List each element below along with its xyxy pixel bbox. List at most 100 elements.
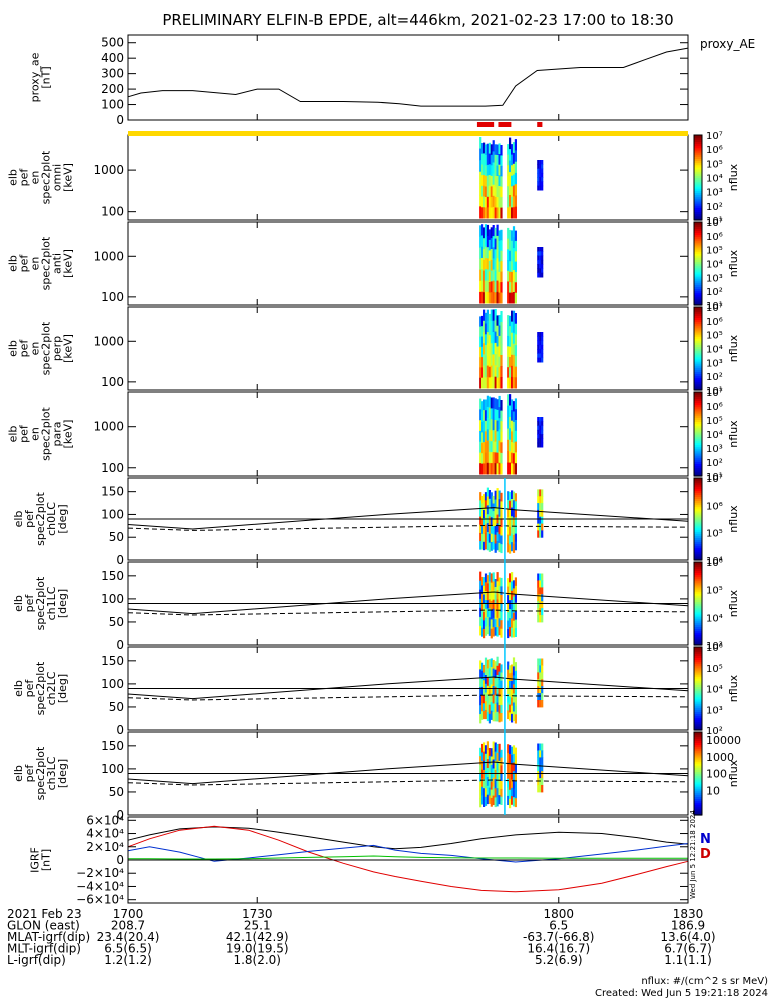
spectrogram-cell: [509, 712, 512, 721]
colorbar-cell: [694, 288, 702, 292]
ytick-label: 0: [116, 113, 124, 127]
spectrogram-cell: [509, 696, 512, 705]
spectrogram-cell: [492, 408, 495, 420]
spectrogram-cell: [511, 399, 514, 411]
spectrogram-cell: [479, 463, 482, 475]
spectrogram-cell: [481, 695, 484, 704]
spectrogram-cell: [512, 321, 516, 334]
spectrogram-cell: [496, 523, 499, 533]
colorbar-cell: [694, 215, 702, 219]
colorbar-cell: [694, 701, 702, 704]
spectrogram-cell: [514, 772, 517, 782]
spectrogram-cell: [498, 407, 501, 419]
colorbar-cell: [694, 329, 702, 333]
spectrogram-cell: [500, 240, 503, 252]
colorbar-cell: [694, 334, 702, 337]
colorbar-cell: [694, 205, 702, 208]
spectrogram-cell: [484, 779, 488, 789]
spectrogram-cell: [541, 615, 544, 623]
spectrogram-cell: [488, 292, 491, 304]
spectrogram-cell: [481, 743, 484, 753]
spectrogram-cell: [509, 250, 512, 262]
spectrogram-cell: [492, 397, 495, 409]
spectrogram-cell: [500, 431, 503, 443]
colorbar-tick: 10³: [706, 705, 723, 716]
spectrogram-cell: [500, 796, 503, 805]
colorbar-cell: [694, 500, 702, 504]
spectrogram-cell: [500, 518, 503, 528]
colorbar-cell: [694, 336, 702, 339]
spectrogram-cell: [507, 325, 510, 337]
spectrogram-cell: [481, 453, 484, 465]
colorbar-cell: [694, 300, 702, 304]
spectrogram-cell: [539, 336, 542, 342]
colorbar-cell: [694, 696, 702, 700]
colorbar-cell: [694, 209, 702, 213]
colorbar-cell: [694, 508, 702, 512]
spectrogram-cell: [498, 395, 501, 408]
x-axis-row-value: 16.4(16.7): [527, 942, 590, 956]
spectrogram-cell: [498, 696, 501, 706]
spectrogram-cell: [490, 797, 493, 807]
spectrogram-cell: [498, 705, 501, 714]
colorbar-cell: [694, 402, 702, 406]
colorbar-tick: 10¹: [706, 216, 723, 227]
spectrogram-cell: [483, 281, 486, 293]
spectrogram-cell: [488, 345, 491, 357]
colorbar-cell: [694, 267, 702, 271]
spectrogram-cell: [496, 235, 499, 248]
spectrogram-cell: [494, 669, 497, 679]
spectrogram-cell: [537, 268, 540, 274]
proxy-ae-line: [127, 47, 689, 107]
panel-frame: [127, 561, 689, 646]
spectrogram-cell: [486, 677, 489, 687]
colorbar-cell: [694, 340, 702, 343]
spectrogram-cell: [514, 230, 517, 242]
spectrogram-cell: [492, 332, 495, 344]
colorbar-tick: 10⁵: [706, 529, 723, 540]
spectrogram-cell: [490, 175, 493, 187]
spectrogram-cell: [498, 346, 501, 358]
spectrogram-cell: [494, 627, 497, 636]
spectrogram-cell: [498, 315, 501, 326]
spectrogram-cell: [490, 764, 493, 774]
spectrogram-cell: [507, 405, 510, 418]
ytick-label: 4×10⁴: [86, 827, 124, 841]
spectrogram-cell: [490, 492, 493, 502]
colorbar-cell: [694, 253, 702, 256]
spectrogram-cell: [483, 270, 486, 282]
spectrogram-cell: [484, 709, 488, 720]
spectrogram-cell: [484, 452, 488, 464]
spectrogram-cell: [483, 797, 486, 807]
ylabel-line: en: [29, 171, 42, 185]
panel-ch3LC: elbpefspec2plotch3LC[deg]050100150101001…: [12, 731, 741, 822]
spectrogram-cell: [484, 431, 488, 443]
spectrogram-cell: [492, 365, 495, 378]
colorbar-cell: [694, 448, 702, 452]
spectrogram-cell: [537, 573, 540, 581]
spectrogram-cell: [484, 312, 488, 324]
spectrogram-cell: [496, 409, 499, 422]
spectrogram-cell: [541, 679, 544, 687]
spectrogram-cell: [537, 349, 540, 354]
spectrogram-cell: [511, 321, 514, 334]
spectrogram-cell: [484, 573, 488, 583]
spectrogram-cell: [481, 185, 484, 198]
colorbar-cell: [694, 154, 702, 157]
spectrogram-cell: [509, 780, 512, 791]
colorbar-cell: [694, 620, 702, 623]
spectrogram-cell: [496, 656, 499, 667]
spectrogram-cell: [500, 749, 503, 759]
spectrogram-cell: [494, 227, 497, 239]
spectrogram-cell: [512, 281, 516, 293]
igrf-blue-line: [127, 843, 689, 863]
colorbar-cell: [694, 657, 702, 661]
spectrogram-cell: [511, 431, 514, 443]
spectrogram-cell: [500, 400, 503, 412]
spectrogram-cell: [539, 434, 542, 439]
colorbar-cell: [694, 576, 702, 580]
colorbar-cell: [694, 698, 702, 702]
spectrogram-cell: [512, 620, 516, 630]
spectrogram-cell: [509, 416, 512, 429]
spectrogram-cell: [511, 705, 514, 715]
